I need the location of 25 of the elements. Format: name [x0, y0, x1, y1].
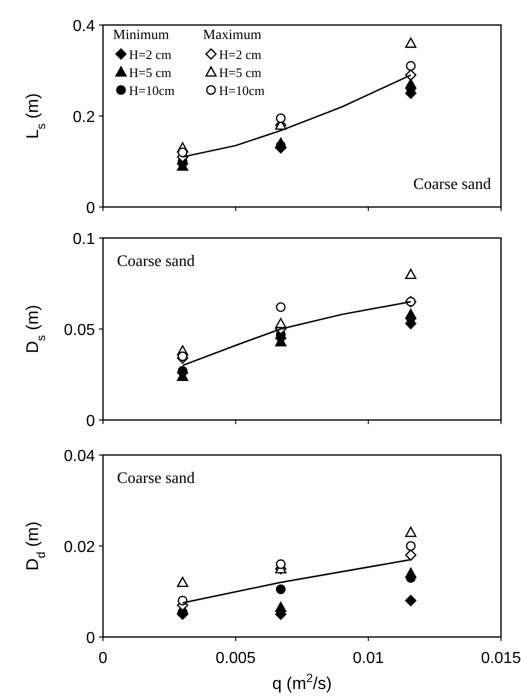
x-tick-label: 0: [98, 650, 108, 667]
y-tick-label: 0.1: [72, 231, 96, 248]
legend-label: H=10cm: [219, 83, 265, 98]
y-tick-label: 0: [86, 630, 96, 647]
legend-label: H=2 cm: [129, 47, 172, 62]
x-tick-label: 0.01: [352, 650, 384, 667]
legend-label: H=5 cm: [219, 65, 262, 80]
y-tick-label: 0.4: [72, 18, 96, 35]
annotation: Coarse sand: [117, 470, 195, 487]
y-tick-label: 0: [86, 200, 96, 217]
y-tick-label: 0.2: [72, 109, 96, 126]
legend-label: H=10cm: [129, 83, 175, 98]
y-tick-label: 0: [86, 413, 96, 430]
x-axis-title: q (m$^{2}$/s): [272, 671, 332, 693]
legend-label: H=2 cm: [219, 47, 262, 62]
annotation: Coarse sand: [413, 176, 491, 193]
annotation: Coarse sand: [117, 253, 195, 270]
annotation: Maximum: [203, 28, 262, 43]
legend-label: H=5 cm: [129, 65, 172, 80]
y-tick-label: 0.04: [64, 448, 96, 465]
y-tick-label: 0.05: [64, 322, 96, 339]
annotation: Minimum: [113, 28, 170, 43]
x-tick-label: 0.015: [480, 650, 521, 667]
y-tick-label: 0.02: [64, 539, 96, 556]
x-tick-label: 0.005: [216, 650, 256, 667]
